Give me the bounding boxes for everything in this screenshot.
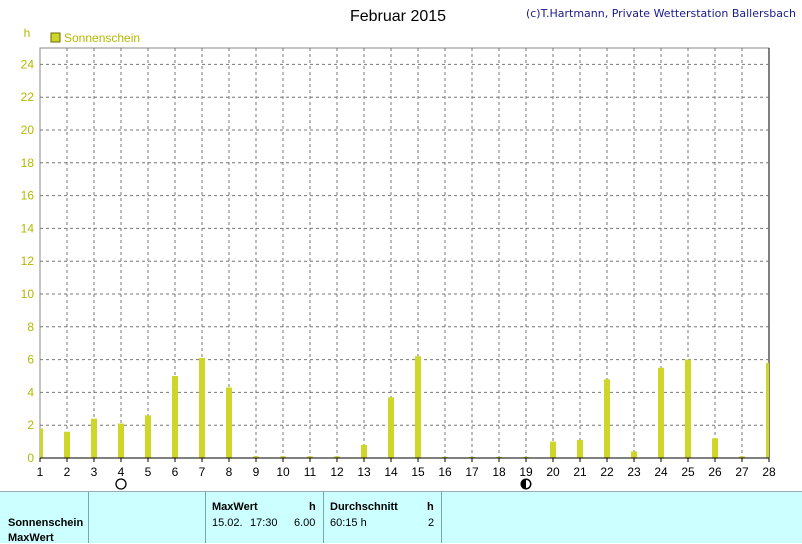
row-label-sonnenschein: Sonnenschein (8, 517, 84, 529)
x-tick-label: 19 (519, 465, 533, 479)
x-tick-label: 12 (330, 465, 344, 479)
bar-day-22 (604, 379, 610, 458)
row-label-maxwert: MaxWert (8, 532, 54, 544)
bar-day-1 (40, 428, 43, 458)
x-tick-label: 22 (600, 465, 614, 479)
bar-day-2 (64, 431, 70, 458)
x-tick-label: 3 (91, 465, 98, 479)
y-tick-label: 18 (21, 156, 35, 170)
bar-day-20 (550, 441, 556, 458)
x-tick-label: 20 (546, 465, 560, 479)
bar-day-21 (577, 439, 583, 458)
x-tick-label: 27 (735, 465, 749, 479)
stats-panel: Sonnenschein MaxWert MaxWert h 15.02. 17… (0, 491, 802, 544)
x-tick-label: 13 (357, 465, 371, 479)
y-tick-label: 6 (27, 353, 34, 367)
y-tick-label: 16 (21, 189, 35, 203)
y-tick-label: 20 (21, 123, 35, 137)
x-tick-label: 5 (145, 465, 152, 479)
plot-area (39, 47, 770, 459)
bar-day-7 (199, 357, 205, 458)
full-moon-icon (115, 478, 127, 490)
x-axis: 1 2 3 4 5 6 7 8 9 10 11 12 13 14 15 16 17 18 19 20 21 22 23 24 2… (37, 458, 776, 479)
x-tick-label: 2 (64, 465, 71, 479)
moon-phases (115, 478, 532, 490)
x-tick-label: 11 (304, 465, 317, 479)
bar-day-14 (388, 397, 394, 458)
x-tick-label: 9 (253, 465, 260, 479)
bar-day-10 (280, 456, 286, 458)
max-time: 17:30 (250, 517, 278, 529)
x-tick-label: 23 (627, 465, 641, 479)
legend: Sonnenschein (50, 31, 140, 45)
x-tick-label: 24 (654, 465, 668, 479)
avg-header: Durchschnitt (330, 501, 398, 513)
y-tick-label: 14 (21, 221, 35, 235)
new-moon-icon (520, 478, 532, 490)
x-tick-label: 21 (573, 465, 587, 479)
y-tick-label: 10 (21, 287, 35, 301)
x-tick-label: 1 (37, 465, 44, 479)
x-tick-label: 8 (226, 465, 233, 479)
bar-series (40, 356, 769, 458)
legend-label: Sonnenschein (64, 31, 140, 45)
y-tick-label: 24 (21, 57, 35, 71)
x-tick-label: 7 (199, 465, 206, 479)
bar-day-8 (226, 387, 232, 458)
bar-day-27 (739, 456, 745, 458)
max-unit: h (309, 501, 316, 513)
bar-day-25 (685, 359, 691, 458)
y-tick-label: 22 (21, 90, 35, 104)
bar-day-4 (118, 423, 124, 458)
bar-day-3 (91, 418, 97, 458)
max-date: 15.02. (212, 517, 243, 529)
x-tick-label: 15 (411, 465, 425, 479)
x-tick-label: 28 (762, 465, 776, 479)
avg-unit: h (427, 501, 434, 513)
max-header: MaxWert (212, 501, 258, 513)
chart-title: Februar 2015 (350, 8, 446, 25)
y-tick-label: 8 (27, 320, 34, 334)
chart: Februar 2015 (c)T.Hartmann, Private Wett… (21, 7, 796, 490)
avg-total: 60:15 h (330, 517, 367, 529)
bar-day-28 (766, 362, 769, 458)
x-tick-label: 26 (708, 465, 722, 479)
y-tick-label: 4 (27, 385, 34, 399)
x-tick-label: 6 (172, 465, 179, 479)
y-tick-label: 0 (27, 451, 34, 465)
x-tick-label: 4 (118, 465, 125, 479)
max-value: 6.00 (294, 517, 316, 529)
bar-day-11 (307, 456, 313, 458)
y-tick-label: 2 (27, 418, 34, 432)
bar-day-13 (361, 444, 367, 458)
y-tick-label: 12 (21, 254, 35, 268)
x-tick-label: 14 (384, 465, 398, 479)
avg-value: 2 (428, 517, 435, 529)
x-tick-label: 10 (276, 465, 290, 479)
bar-day-5 (145, 415, 151, 458)
bar-day-24 (658, 367, 664, 458)
x-tick-label: 17 (465, 465, 479, 479)
grid (40, 48, 769, 458)
bar-day-6 (172, 376, 178, 458)
credit-text: (c)T.Hartmann, Private Wetterstation Bal… (526, 7, 796, 20)
legend-swatch (50, 32, 61, 43)
x-tick-label: 16 (438, 465, 452, 479)
bar-day-15 (415, 356, 421, 458)
y-axis-unit: h (24, 26, 31, 40)
x-tick-label: 25 (681, 465, 695, 479)
bar-day-26 (712, 438, 718, 458)
x-tick-label: 18 (492, 465, 506, 479)
bar-day-12 (334, 456, 340, 458)
bar-day-23 (631, 451, 637, 458)
bar-day-9 (253, 456, 259, 458)
